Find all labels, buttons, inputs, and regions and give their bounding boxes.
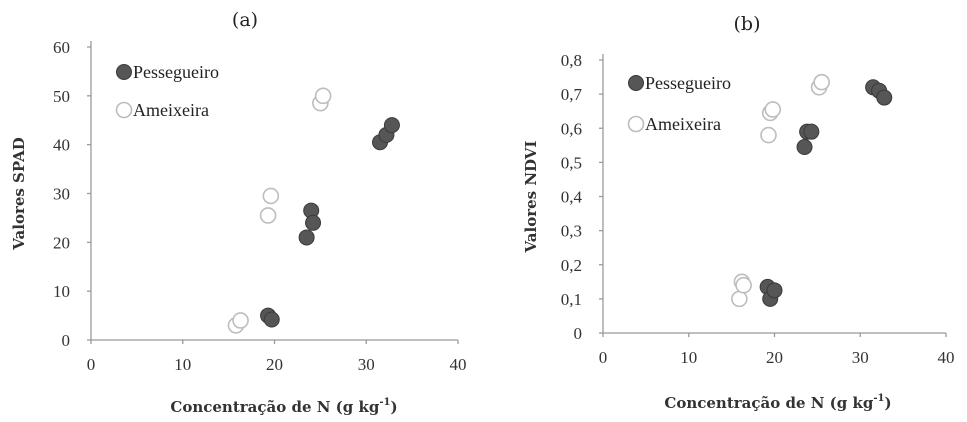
data-point-ameixeira [813,73,830,91]
legend-label-ameixeira: Ameixeira [133,100,209,120]
y-tick-label: 40 [53,136,70,155]
x-axis-title-close: ) [884,394,891,412]
y-tick-label: 0,1 [561,290,582,309]
panel-label: (a) [232,9,258,31]
x-tick-label: 30 [852,348,869,367]
data-point-ameixeira [314,87,332,105]
data-point-pessegueiro [383,117,400,134]
data-point-ameixeira [259,207,277,224]
x-tick-label: 40 [450,355,467,374]
x-tick-label: 10 [174,355,191,374]
x-axis-title-main: Concentração de N (g kg [170,398,379,416]
y-axis-title: Valores SPAD [10,137,28,250]
data-point-ameixeira [760,126,777,144]
chart-panel-b: (b) 0 0,1 0,2 0,3 0,4 0,5 0,6 0,7 0,8 0 10 20 30 40 Val… [522,13,955,412]
x-axis-title-superscript: -1 [873,393,884,404]
legend-label-pessegueiro: Pessegueiro [133,62,219,82]
y-tick-label: 10 [53,282,70,301]
x-tick-label: 10 [680,348,697,367]
x-tick-label: 20 [266,355,283,374]
x-tick-label: 0 [599,348,608,367]
legend-label-pessegueiro: Pessegueiro [645,73,731,93]
data-point-pessegueiro [766,282,783,299]
y-axis-title: Valores NDVI [522,141,540,254]
x-axis-title-main: Concentração de N (g kg [664,394,873,412]
data-point-ameixeira [764,101,782,118]
y-tick-label: 0,6 [561,119,582,138]
data-point-ameixeira [735,276,752,294]
data-point-pessegueiro [876,89,893,106]
x-tick-label: 30 [358,355,375,374]
y-tick-label: 0,3 [561,222,582,241]
y-tick-label: 30 [53,185,70,204]
y-tick-label: 0,4 [561,188,583,207]
data-point-ameixeira [232,312,249,329]
y-tick-label: 0,5 [561,153,582,172]
x-axis-title: Concentração de N (g kg-1) [170,397,397,416]
panel-label: (b) [734,13,761,35]
legend-marker-pessegueiro [116,64,132,80]
y-tick-label: 50 [53,87,70,106]
y-tick-label: 0 [62,331,71,350]
y-tick-label: 0,8 [561,51,582,70]
y-tick-label: 20 [53,233,70,252]
x-tick-label: 0 [87,355,96,374]
y-tick-label: 60 [53,38,70,57]
y-tick-label: 0,7 [561,85,583,104]
x-axis-title-close: ) [390,398,397,416]
x-tick-label: 40 [938,348,955,367]
y-tick-label: 0,2 [561,256,582,275]
data-point-ameixeira [731,290,748,308]
legend-label-ameixeira: Ameixeira [645,114,721,134]
legend-marker-ameixeira [627,115,645,133]
x-axis-title-superscript: -1 [379,397,390,408]
data-point-pessegueiro [298,229,315,246]
legend-marker-pessegueiro [628,75,644,91]
y-tick-label: 0 [574,324,583,343]
data-point-pessegueiro [803,123,820,140]
x-tick-label: 20 [766,348,783,367]
chart-panel-a: (a) 0 10 20 30 40 50 60 0 10 20 30 40 Valores SPAD Con… [10,9,467,416]
data-point-ameixeira [262,187,280,205]
data-point-pessegueiro [305,214,322,231]
legend-marker-ameixeira [115,101,133,119]
x-axis-title: Concentração de N (g kg-1) [664,393,891,412]
data-point-pessegueiro [796,139,813,156]
data-point-pessegueiro [263,311,280,328]
